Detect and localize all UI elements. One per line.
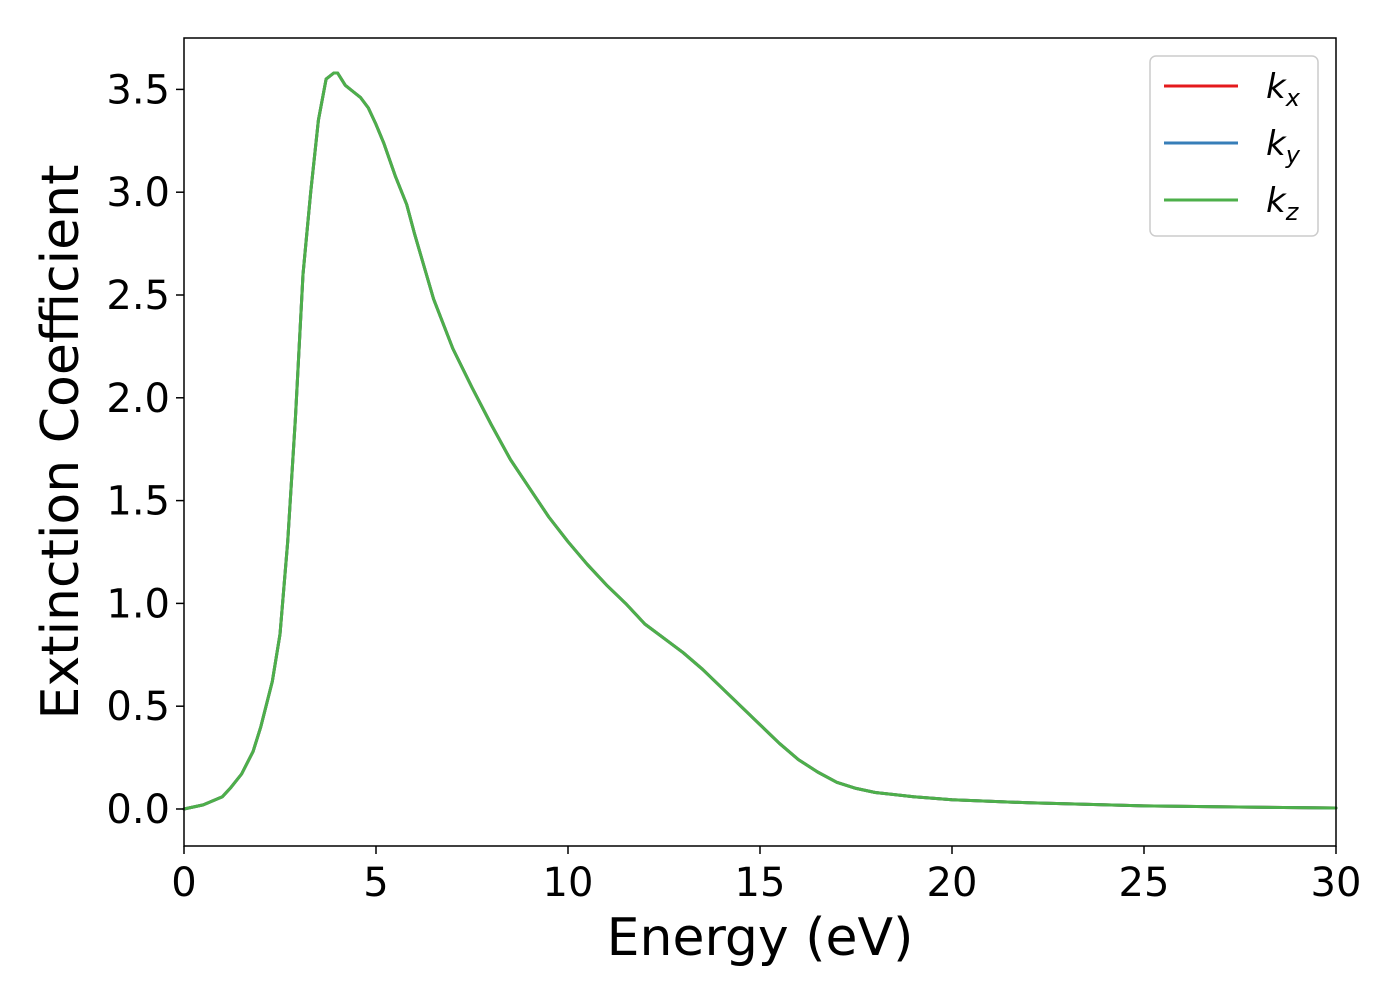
y-tick-label: 2.0 xyxy=(106,376,170,422)
y-tick-label: 0.0 xyxy=(106,787,170,833)
legend-label-x: kx xyxy=(1266,67,1301,112)
legend-label-z: kz xyxy=(1266,181,1300,226)
plot-lines xyxy=(182,71,1338,811)
x-tick-label: 15 xyxy=(735,860,786,906)
y-axis-label: Extinction Coefficient xyxy=(31,165,91,720)
x-tick-label: 10 xyxy=(543,860,594,906)
legend-label-y: ky xyxy=(1266,124,1301,169)
x-axis-label: Energy (eV) xyxy=(607,908,914,968)
x-tick-label: 30 xyxy=(1311,860,1362,906)
y-axis: 0.0 0.5 1.0 1.5 2.0 2.5 3.0 3.5 xyxy=(106,67,184,833)
y-tick-label: 0.5 xyxy=(106,684,170,730)
y-tick-label: 3.0 xyxy=(106,170,170,216)
x-tick-label: 20 xyxy=(927,860,978,906)
series-line-z xyxy=(182,71,1338,811)
x-axis: 0 5 10 15 20 25 30 xyxy=(171,846,1361,906)
x-tick-label: 5 xyxy=(363,860,388,906)
legend-box xyxy=(1149,55,1319,237)
x-tick-label: 25 xyxy=(1119,860,1170,906)
y-tick-label: 1.0 xyxy=(106,581,170,627)
y-tick-label: 1.5 xyxy=(106,479,170,525)
y-tick-label: 2.5 xyxy=(106,273,170,319)
x-tick-label: 0 xyxy=(171,860,196,906)
y-tick-label: 3.5 xyxy=(106,67,170,113)
legend: kx ky kz xyxy=(1149,55,1319,237)
